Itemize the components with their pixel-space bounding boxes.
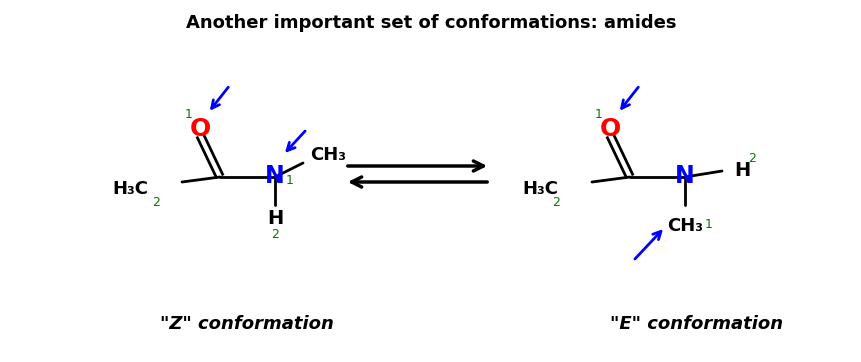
Text: N: N — [265, 164, 284, 188]
Text: N: N — [674, 164, 694, 188]
Text: H: H — [734, 160, 749, 180]
Text: H₃C: H₃C — [112, 180, 148, 198]
Text: CH₃: CH₃ — [310, 146, 345, 164]
Text: H₃C: H₃C — [522, 180, 557, 198]
Text: 2: 2 — [551, 197, 560, 210]
Text: CH₃: CH₃ — [666, 217, 703, 235]
Text: 1: 1 — [594, 109, 602, 122]
Text: 1: 1 — [286, 174, 294, 188]
Text: Another important set of conformations: amides: Another important set of conformations: … — [185, 14, 676, 32]
Text: O: O — [189, 117, 210, 141]
Text: "Z" conformation: "Z" conformation — [160, 315, 333, 333]
Text: "E" conformation: "E" conformation — [610, 315, 782, 333]
Text: 1: 1 — [185, 109, 193, 122]
Text: 2: 2 — [747, 152, 755, 164]
Text: 2: 2 — [152, 197, 160, 210]
Text: H: H — [267, 210, 282, 228]
Text: 2: 2 — [270, 227, 279, 240]
Text: O: O — [598, 117, 620, 141]
Text: 1: 1 — [704, 219, 712, 232]
